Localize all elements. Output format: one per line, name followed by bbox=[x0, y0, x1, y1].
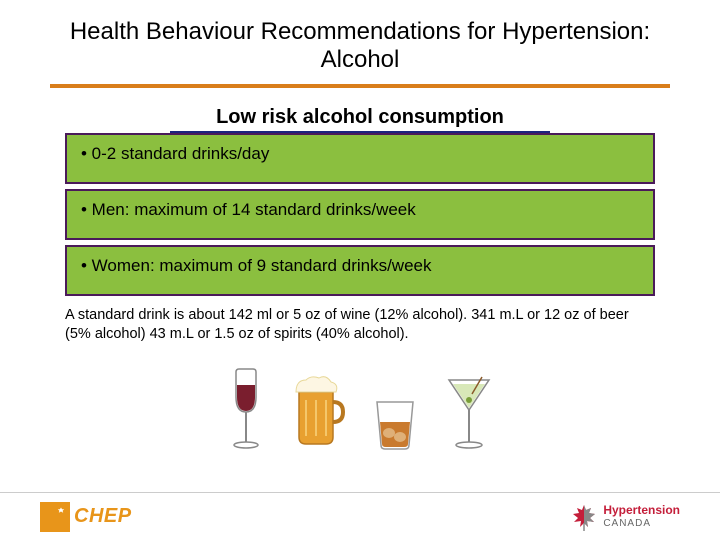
chep-text: CHEP bbox=[74, 505, 132, 528]
subtitle: Low risk alcohol consumption bbox=[0, 106, 720, 129]
chep-logo: CHEP bbox=[40, 502, 132, 532]
hypertension-canada-text: Hypertension CANADA bbox=[603, 504, 680, 528]
hypertension-canada-logo: Hypertension CANADA bbox=[571, 503, 680, 531]
bullet-item: • Women: maximum of 9 standard drinks/we… bbox=[65, 245, 655, 296]
chep-icon bbox=[40, 502, 70, 532]
bullet-list: • 0-2 standard drinks/day • Men: maximum… bbox=[65, 133, 655, 296]
wine-glass-icon bbox=[226, 362, 266, 452]
definition-text: A standard drink is about 142 ml or 5 oz… bbox=[65, 306, 655, 344]
drinks-row bbox=[0, 362, 720, 452]
beer-mug-icon bbox=[291, 362, 346, 452]
martini-glass-icon bbox=[444, 362, 494, 452]
title-underline bbox=[50, 84, 670, 88]
maple-leaf-icon bbox=[571, 503, 597, 531]
footer: CHEP Hypertension CANADA bbox=[0, 492, 720, 540]
page-title: Health Behaviour Recommendations for Hyp… bbox=[0, 0, 720, 84]
bullet-item: • Men: maximum of 14 standard drinks/wee… bbox=[65, 189, 655, 240]
bullet-item: • 0-2 standard drinks/day bbox=[65, 133, 655, 184]
whiskey-glass-icon bbox=[371, 362, 419, 452]
